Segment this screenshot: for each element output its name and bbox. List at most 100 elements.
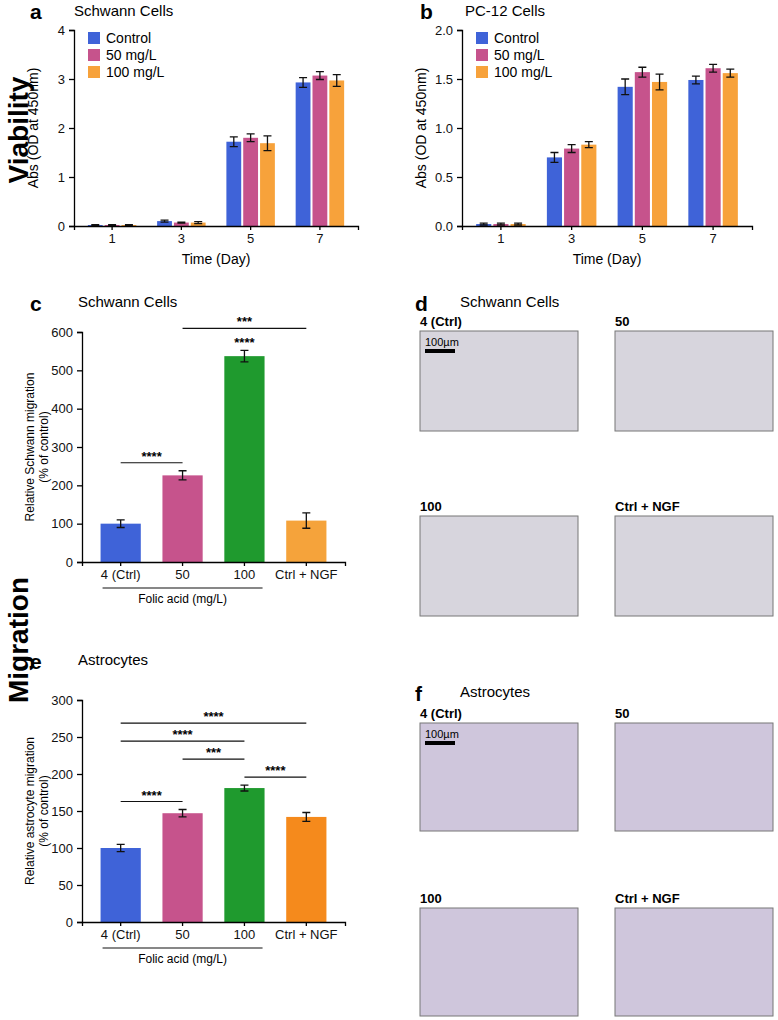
panel-letter: f [415, 682, 423, 705]
legend-label: 100 mg/L [494, 64, 553, 80]
tick-label: 1.0 [435, 121, 453, 136]
tick-mark [182, 562, 183, 566]
error-bar [299, 78, 307, 88]
tick-label: 3 [58, 72, 65, 87]
x-tick: 5 [639, 226, 646, 246]
tick-mark [77, 885, 82, 886]
y-axis: 01234 [58, 23, 75, 234]
tick-label: 7 [316, 231, 323, 246]
bar [226, 142, 241, 226]
error-bar [726, 69, 734, 77]
legend-swatch [88, 66, 100, 78]
legend-label: Control [106, 30, 151, 46]
chart-panel: eAstrocytes0501001502002503004 (Ctrl)501… [23, 650, 346, 966]
tick-mark [69, 177, 74, 178]
tick-label: 100 [234, 927, 256, 942]
error-bar [247, 134, 255, 142]
image-panel: dSchwann Cells4 (Ctrl)100µm50100Ctrl + N… [415, 292, 773, 616]
tick-mark [712, 226, 713, 230]
tick-label: Ctrl + NGF [275, 927, 338, 942]
y-tick: 300 [51, 440, 82, 455]
micrograph [420, 331, 578, 431]
axis-line [83, 923, 346, 927]
tick-mark [642, 226, 643, 230]
panel-title: Astrocytes [460, 683, 530, 700]
legend-swatch [88, 32, 100, 44]
tick-mark [319, 226, 320, 230]
tick-mark [181, 226, 182, 230]
tick-label: 600 [51, 325, 73, 340]
error-bar [117, 520, 125, 528]
y-tick: 4 [58, 23, 74, 38]
bar [618, 87, 633, 226]
image-label: 50 [615, 314, 629, 329]
legend-swatch [476, 49, 488, 61]
tick-mark [111, 226, 112, 230]
tick-label: 50 [59, 878, 73, 893]
y-tick: 300 [51, 693, 82, 708]
tick-mark [250, 226, 251, 230]
tick-mark [77, 737, 82, 738]
y-tick: 0.0 [435, 219, 462, 234]
group-bracket [103, 587, 263, 588]
y-tick: 500 [51, 363, 82, 378]
tick-label: 5 [639, 231, 646, 246]
bar [162, 813, 202, 922]
x-axis: 1357 [463, 226, 753, 246]
x-tick: 100 [234, 922, 256, 942]
tick-label: 4 (Ctrl) [101, 567, 141, 582]
image-label: 100 [420, 891, 442, 906]
tick-label: 300 [51, 440, 73, 455]
axis-line [77, 333, 83, 563]
tick-mark [457, 128, 462, 129]
bar [476, 224, 491, 226]
significance-label: **** [141, 788, 162, 803]
x-axis: 1357 [75, 226, 359, 246]
error-bar [240, 350, 248, 362]
x-tick: 7 [316, 226, 323, 246]
bar [493, 224, 508, 226]
x-axis-title: Time (Day) [182, 251, 251, 267]
bar [157, 221, 172, 226]
bar [122, 225, 137, 226]
chart-title: Schwann Cells [78, 293, 177, 310]
error-bar [638, 67, 646, 77]
significance-label: *** [237, 314, 253, 329]
bar [547, 157, 562, 226]
tick-label: 500 [51, 363, 73, 378]
bar [286, 817, 326, 922]
tick-mark [306, 922, 307, 926]
y-tick: 100 [51, 841, 82, 856]
significance-label: *** [206, 745, 222, 760]
y-tick: 600 [51, 325, 82, 340]
tick-label: 3 [178, 231, 185, 246]
y-tick: 1.0 [435, 121, 462, 136]
micrograph [615, 331, 773, 431]
chart-title: Schwann Cells [74, 2, 173, 19]
tick-mark [120, 922, 121, 926]
bar [329, 80, 344, 226]
tick-label: 200 [51, 478, 73, 493]
panel-title: Schwann Cells [460, 293, 559, 310]
tick-mark [77, 922, 82, 923]
bar [635, 72, 650, 226]
tick-label: 0 [58, 219, 65, 234]
tick-label: 7 [709, 231, 716, 246]
y-axis: 050100150200250300 [51, 693, 82, 930]
y-tick: 150 [51, 804, 82, 819]
bar [706, 68, 721, 226]
error-bar [91, 224, 99, 226]
legend-swatch [476, 32, 488, 44]
legend-swatch [88, 49, 100, 61]
tick-mark [77, 700, 82, 701]
bar [581, 145, 596, 226]
error-bar [302, 513, 310, 528]
scale-bar [425, 349, 455, 353]
tick-mark [77, 332, 82, 333]
error-bar [108, 224, 116, 226]
micrograph [615, 516, 773, 616]
tick-mark [457, 177, 462, 178]
y-tick: 200 [51, 767, 82, 782]
error-bar [179, 471, 187, 480]
error-bar [194, 222, 202, 224]
